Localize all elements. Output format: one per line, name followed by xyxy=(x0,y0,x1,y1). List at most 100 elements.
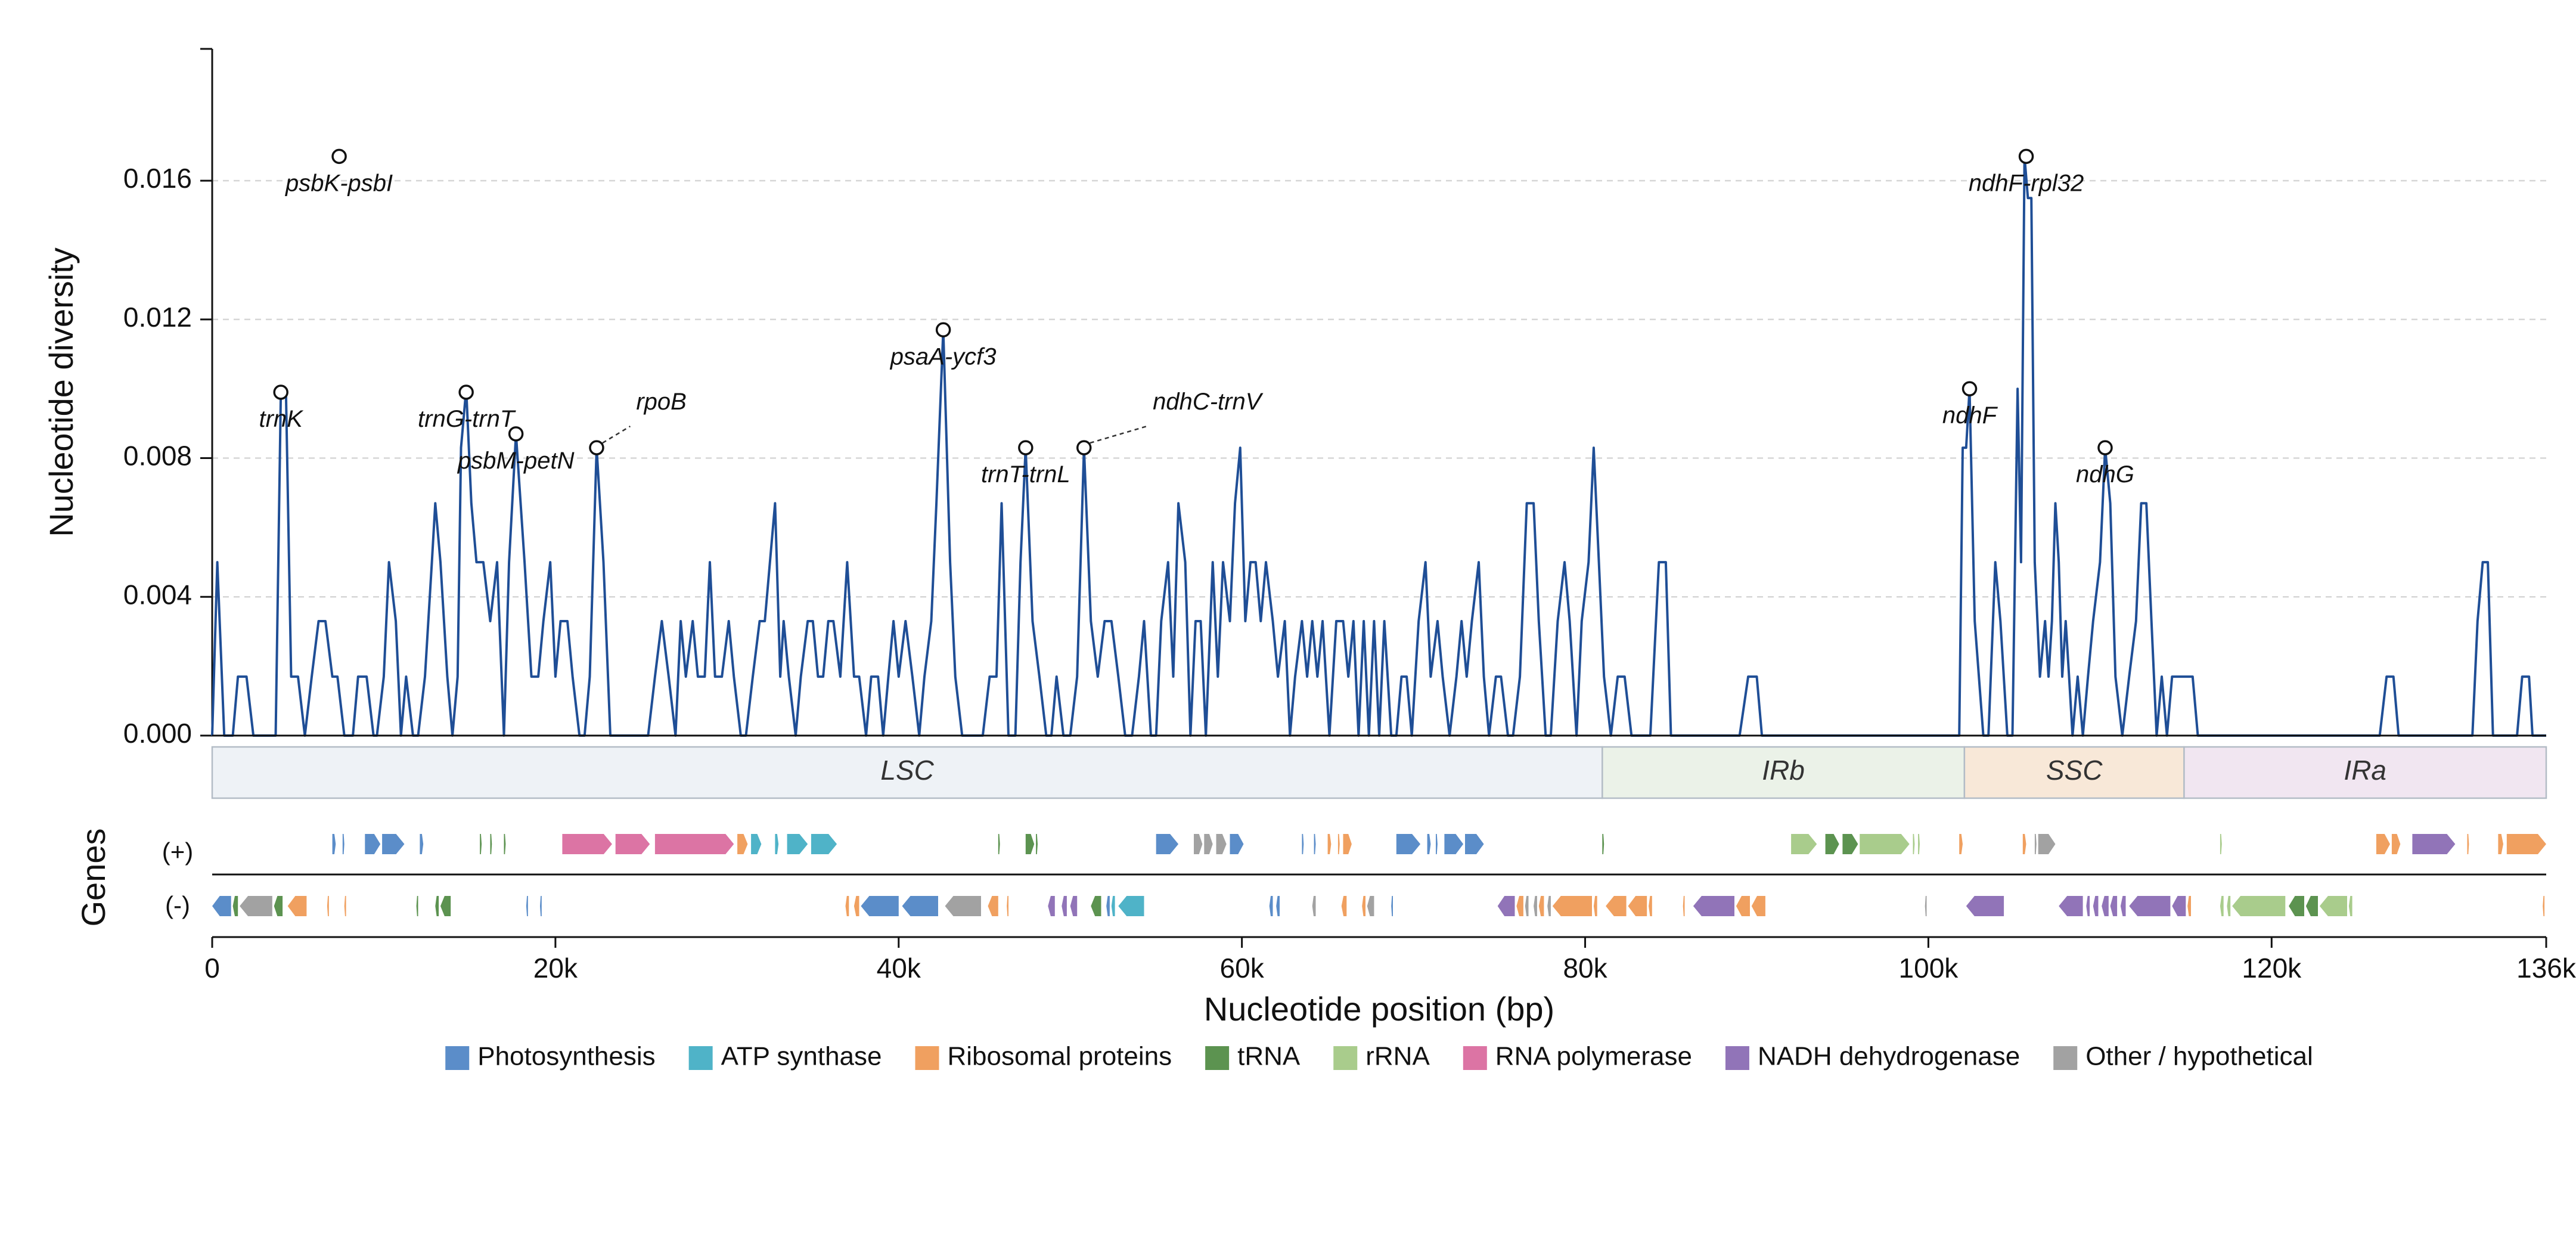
peak-marker xyxy=(1076,440,1092,455)
annotation-leader xyxy=(602,426,631,444)
gene-arrow xyxy=(1602,834,1604,854)
peak-label: ndhC-trnV xyxy=(1153,389,1264,415)
gene-arrow xyxy=(327,896,329,916)
gene-arrow xyxy=(1302,834,1304,854)
gene-arrow xyxy=(1118,896,1144,916)
gene-arrow xyxy=(1337,834,1340,854)
plus-strand-label: (+) xyxy=(162,838,194,866)
gene-arrow xyxy=(504,834,506,854)
gene-arrow xyxy=(2038,834,2056,854)
gene-arrow xyxy=(2498,834,2503,854)
peak-label: ndhF-rpl32 xyxy=(1969,170,2084,196)
gene-arrow xyxy=(365,834,381,854)
gene-arrow xyxy=(1825,834,1839,854)
gene-arrow xyxy=(1649,896,1652,916)
gene-arrow xyxy=(1312,896,1316,916)
gene-arrow xyxy=(998,834,1000,854)
gene-arrow xyxy=(420,834,424,854)
genes-label: Genes xyxy=(75,829,112,927)
gene-arrow xyxy=(1276,896,1280,916)
gene-arrow xyxy=(1593,896,1597,916)
gene-arrow xyxy=(988,896,998,916)
gene-arrow xyxy=(1436,834,1438,854)
gene-arrow xyxy=(526,896,528,916)
gene-arrow xyxy=(775,834,779,854)
peak-marker xyxy=(589,440,604,455)
gene-arrow xyxy=(344,896,346,916)
legend-swatch xyxy=(2053,1046,2078,1070)
gene-arrow xyxy=(1913,834,1915,854)
minus-strand-label: (-) xyxy=(165,891,190,919)
gene-arrow xyxy=(2412,834,2456,854)
gene-track xyxy=(212,834,2546,916)
gene-arrow xyxy=(342,834,344,854)
gene-arrow xyxy=(1693,896,1734,916)
x-tick-label: 40k xyxy=(877,953,921,984)
legend-label: tRNA xyxy=(1237,1042,1301,1071)
gene-arrow xyxy=(2391,834,2401,854)
gene-arrow xyxy=(287,896,307,916)
legend-label: ATP synthase xyxy=(721,1042,882,1071)
x-tick-label: 100k xyxy=(1899,953,1959,984)
legend-label: Ribosomal proteins xyxy=(947,1042,1172,1071)
peak-marker xyxy=(2097,440,2113,455)
gene-arrow xyxy=(2543,896,2545,916)
region-irb xyxy=(1602,746,1966,799)
y-tick-label: 0.008 xyxy=(123,441,192,472)
region-label: IRb xyxy=(1762,755,1805,786)
gene-arrow xyxy=(1925,896,1927,916)
gene-arrow xyxy=(854,896,859,916)
gene-arrow xyxy=(737,834,748,854)
gene-arrow xyxy=(1343,834,1352,854)
region-ira xyxy=(2183,746,2547,799)
legend-swatch xyxy=(915,1046,939,1070)
gene-arrow xyxy=(2059,896,2083,916)
peak-marker xyxy=(935,322,951,338)
x-tick-label: 136k xyxy=(2516,953,2576,984)
x-tick-label: 80k xyxy=(1563,953,1607,984)
gene-arrow xyxy=(1025,834,1035,854)
gene-arrow xyxy=(1391,896,1393,916)
peak-marker xyxy=(273,384,288,400)
gene-arrow xyxy=(2506,834,2546,854)
gene-arrow xyxy=(1525,896,1529,916)
legend: Photosynthesis ATP synthase Ribosomal prot… xyxy=(445,1042,2313,1071)
gene-arrow xyxy=(1538,896,1544,916)
gene-arrow xyxy=(2022,834,2026,854)
x-axis-title: Nucleotide position (bp) xyxy=(1204,990,1554,1028)
gene-arrow xyxy=(2102,896,2109,916)
gene-arrow xyxy=(2319,896,2347,916)
gene-arrow xyxy=(1683,896,1685,916)
legend-label: Other / hypothetical xyxy=(2085,1042,2313,1071)
gene-arrow xyxy=(2348,896,2352,916)
gene-arrow xyxy=(1628,896,1647,916)
gene-arrow xyxy=(1552,896,1592,916)
region-lsc xyxy=(211,746,1603,799)
gene-arrow xyxy=(212,896,231,916)
gene-arrow xyxy=(1918,834,1920,854)
gene-arrow xyxy=(2220,896,2224,916)
gene-arrow xyxy=(1751,896,1765,916)
y-ticks: 0.000 0.004 0.008 0.012 0.016 xyxy=(123,48,212,749)
gene-arrow xyxy=(615,834,650,854)
legend-label: rRNA xyxy=(1365,1042,1430,1071)
gene-arrow xyxy=(1106,896,1110,916)
gene-arrow xyxy=(2227,896,2231,916)
annotation-leader xyxy=(1090,425,1147,444)
legend-swatch xyxy=(1205,1046,1230,1070)
gene-arrow xyxy=(751,834,762,854)
gene-arrow xyxy=(2129,896,2171,916)
legend-swatch xyxy=(1725,1046,1749,1070)
gene-arrow xyxy=(1341,896,1347,916)
gene-arrow xyxy=(232,896,238,916)
legend-swatch xyxy=(1333,1046,1358,1070)
gene-arrow xyxy=(274,896,283,916)
gene-arrow xyxy=(861,896,899,916)
peak-annotations: trnK psbK-psbI trnG-trnT psbM-petN rpoB psaA-… xyxy=(259,148,2134,488)
peak-marker xyxy=(508,426,524,442)
legend-swatch xyxy=(445,1046,470,1070)
peak-label: trnG-trnT xyxy=(418,406,516,432)
gene-arrow xyxy=(845,896,849,916)
gene-arrow xyxy=(2376,834,2390,854)
gene-arrow xyxy=(1194,834,1203,854)
